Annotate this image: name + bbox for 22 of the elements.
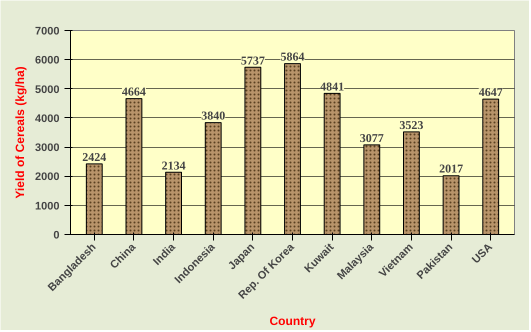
y-tick-label: 5000	[35, 84, 60, 96]
data-label: 4664	[122, 84, 146, 99]
y-tick-label: 4000	[35, 112, 60, 125]
data-label: 3840	[201, 108, 226, 123]
data-label: 5737	[240, 53, 265, 68]
data-label: 2424	[82, 150, 106, 164]
data-label: 3077	[360, 130, 384, 145]
y-tick-label: 3000	[35, 142, 60, 154]
y-tick-label: 1000	[35, 200, 60, 212]
data-label: 3523	[399, 118, 424, 132]
data-label: 4841	[320, 79, 344, 94]
data-label: 2134	[162, 158, 186, 172]
x-axis-title: Country	[270, 314, 316, 328]
data-label: 5864	[280, 50, 304, 64]
y-tick-label: 0	[53, 230, 60, 242]
y-tick-label: 7000	[35, 26, 60, 38]
y-axis-title: Yield of Cereals (kg/ha)	[13, 66, 28, 199]
y-tick-label: 2000	[35, 171, 60, 184]
y-tick-label: 6000	[35, 54, 60, 67]
x-tick-label: USA	[470, 241, 495, 266]
data-label: 4647	[478, 85, 503, 100]
data-label: 2017	[439, 162, 464, 176]
